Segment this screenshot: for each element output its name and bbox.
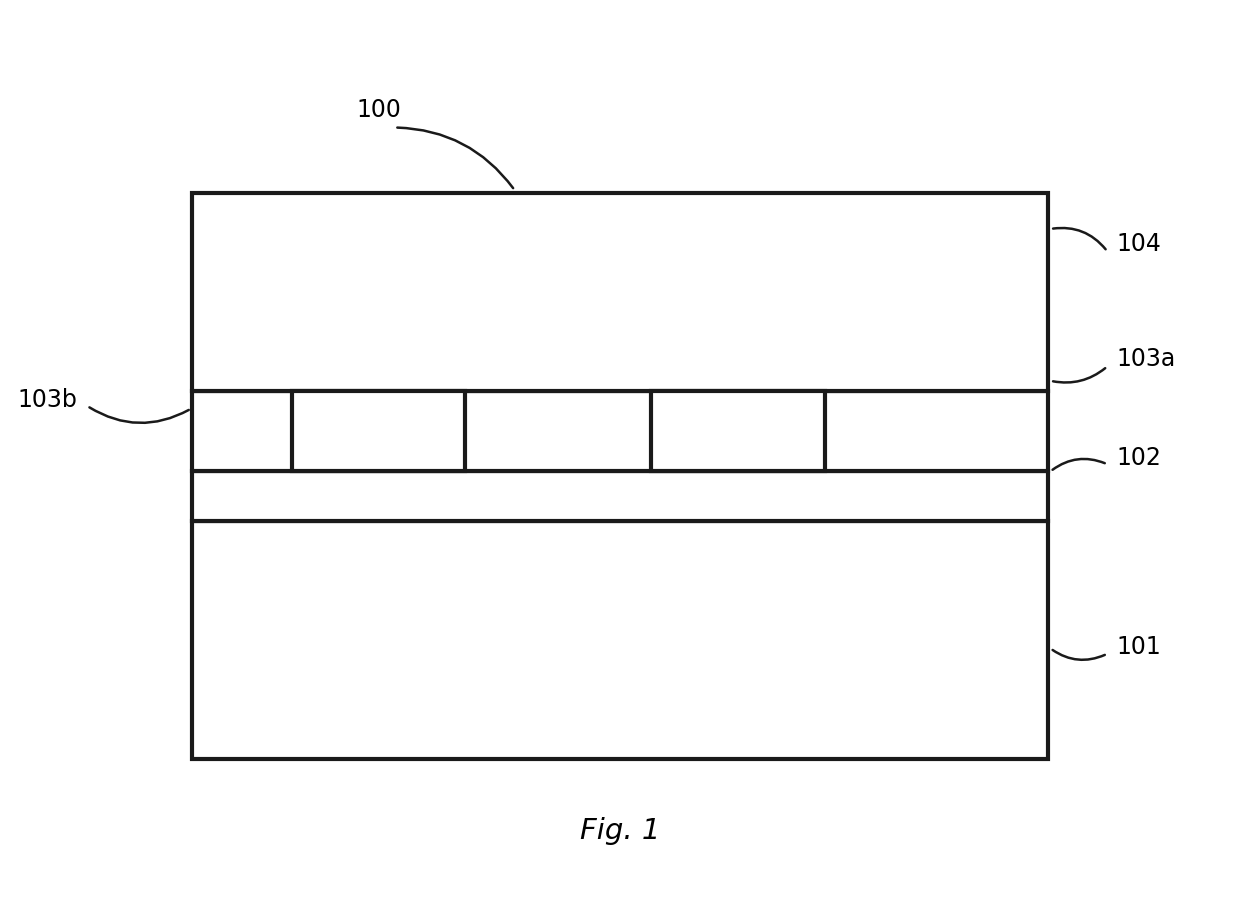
Text: 104: 104	[1116, 233, 1161, 256]
Text: 101: 101	[1116, 635, 1161, 658]
Text: 100: 100	[356, 99, 401, 122]
Bar	[192, 193, 1048, 391]
Bar	[192, 471, 1048, 521]
Bar	[192, 521, 1048, 759]
Bar	[192, 391, 1048, 471]
Text: 103a: 103a	[1116, 348, 1176, 371]
Text: 103b: 103b	[17, 388, 77, 411]
Text: Fig. 1: Fig. 1	[580, 816, 661, 845]
Bar	[291, 391, 465, 471]
Bar	[651, 391, 825, 471]
Text: 102: 102	[1116, 446, 1161, 470]
